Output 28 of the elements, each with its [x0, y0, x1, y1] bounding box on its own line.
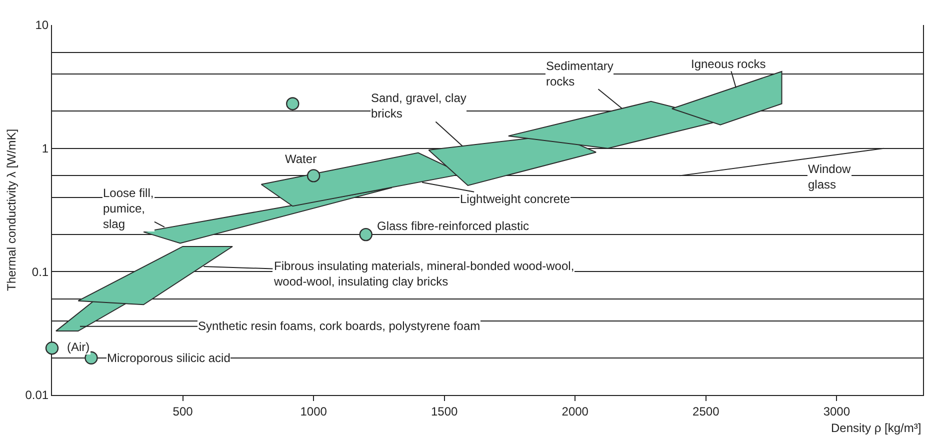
point — [286, 97, 300, 110]
x-tick-label: 500 — [172, 404, 194, 418]
y-axis-title: Thermal conductivity λ [W/mK] — [4, 128, 19, 292]
annotation: Loose fill, pumice, slag — [103, 186, 154, 232]
annotation: Glass fibre-reinforced plastic — [377, 219, 530, 233]
annotation: Sedimentary rocks — [546, 59, 614, 89]
point — [359, 228, 372, 242]
x-tick-label: 3000 — [823, 404, 850, 418]
y-tick-label: 0.1 — [32, 264, 49, 279]
y-tick-label: 10 — [35, 18, 49, 32]
y-tick-label: 0.01 — [25, 388, 49, 402]
annotation: Igneous rocks — [691, 57, 766, 71]
x-tick-label: 2000 — [562, 404, 589, 418]
annotation: Window glass — [808, 162, 852, 192]
x-tick-label: 1000 — [300, 404, 328, 418]
y-tick-label: 1 — [42, 142, 49, 156]
x-tick-label: 2500 — [692, 404, 720, 418]
point — [45, 342, 59, 355]
annotation: (Air) — [67, 340, 90, 354]
annotation: Microporous silicic acid — [107, 351, 230, 365]
x-tick-label: 1500 — [430, 404, 458, 418]
point — [306, 169, 320, 182]
x-axis-title: Density ρ [kg/m³] — [831, 421, 922, 435]
annotation: Lightweight concrete — [460, 192, 570, 206]
annotation: Synthetic resin foams, cork boards, polystyrene foam — [198, 319, 480, 333]
annotation: Water — [285, 152, 317, 166]
annotation: Sand, gravel, clay bricks — [371, 91, 466, 121]
annotation: Fibrous insulating materials, mineral-bonded wood-wool, wood-wool, insulating clay bricks — [273, 259, 574, 289]
